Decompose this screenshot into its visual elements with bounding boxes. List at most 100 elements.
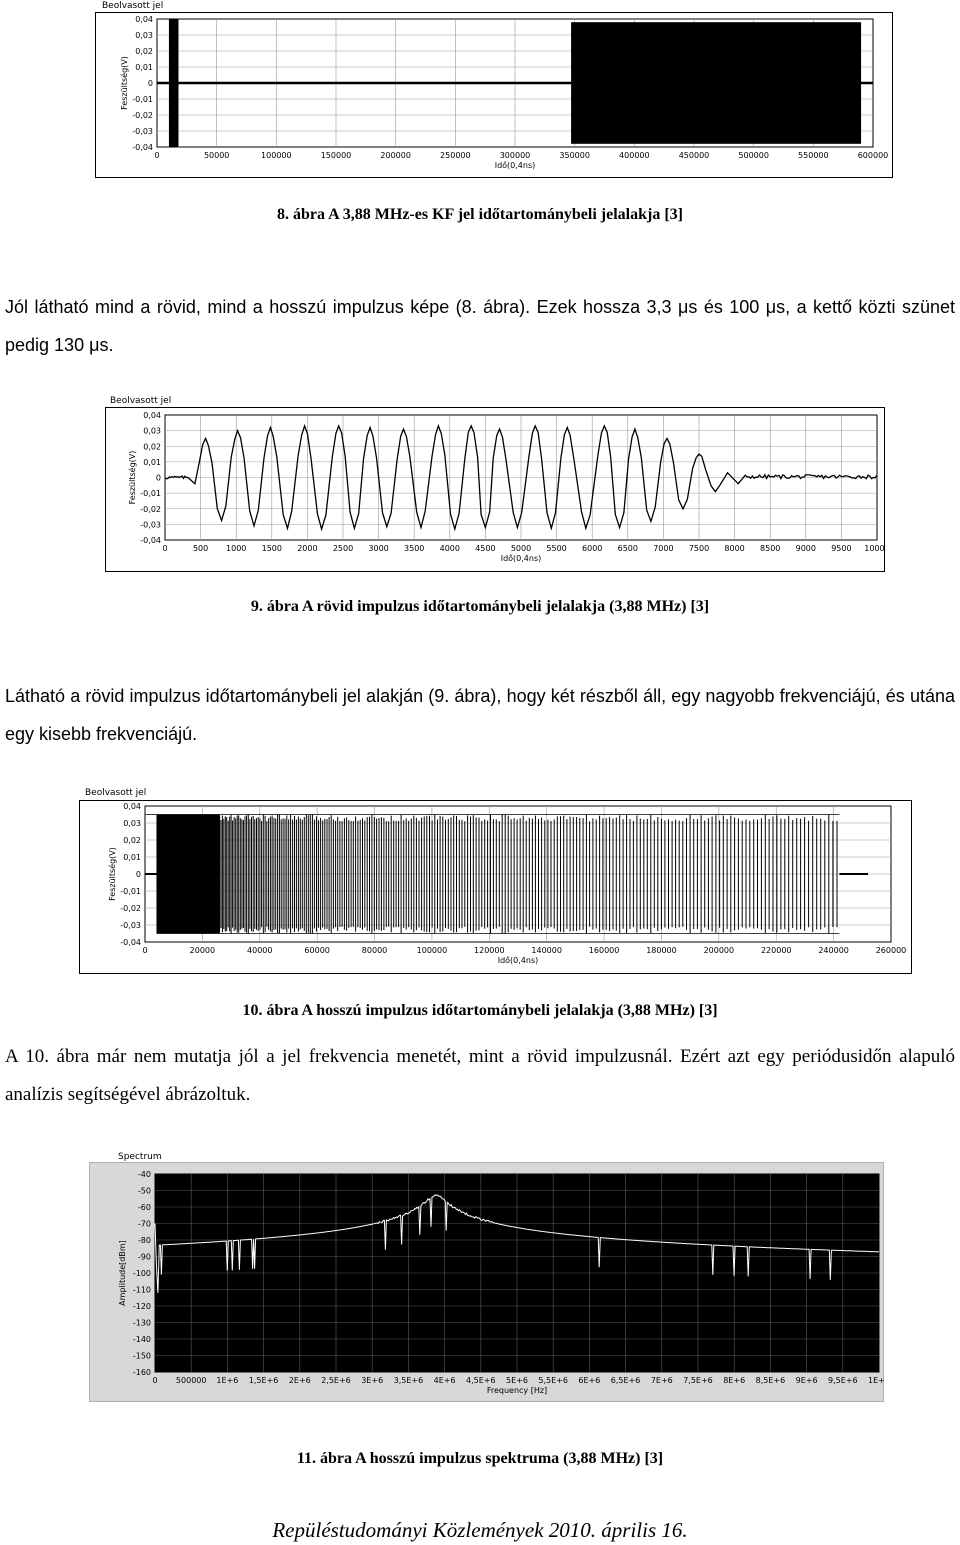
x-tick-label: 60000 [304,946,329,955]
x-tick-label: 7E+6 [651,1376,673,1385]
y-tick-label: 0,04 [135,15,153,24]
y-tick-label: 0 [156,474,161,483]
y-tick-label: -0,01 [140,489,161,498]
y-tick-label: -0,03 [140,520,161,529]
y-axis-label: Feszültség(V) [127,451,137,505]
x-tick-label: 100000 [417,946,448,955]
x-tick-label: 8000 [724,544,744,553]
y-tick-label: -0,04 [132,143,153,152]
paragraph-3: A 10. ábra már nem mutatja jól a jel fre… [5,1046,955,1105]
y-tick-label: -140 [133,1335,151,1344]
grid [155,1174,879,1372]
x-tick-label: 10000 [864,544,885,553]
x-tick-label: 200000 [380,151,411,160]
x-tick-label: 40000 [247,946,272,955]
x-tick-label: 500000 [738,151,769,160]
x-tick-label: 250000 [440,151,471,160]
y-tick-label: 0 [148,79,153,88]
x-tick-label: 8E+6 [723,1376,745,1385]
signal-dense-region [156,814,220,934]
y-tick-label: 0,01 [135,63,153,72]
y-tick-label: -0,02 [140,505,161,514]
x-tick-label: 0 [142,946,147,955]
figure-11-chart: 0 500000 1E+6 1,5E+6 2E+6 2,5E+6 3E+6 3,5E+6 4E+… [118,1170,884,1395]
x-tick-label: 160000 [589,946,620,955]
y-axis-label: Feszültség(V) [119,56,129,110]
x-tick-label: 8500 [760,544,780,553]
x-tick-label: 4500 [475,544,495,553]
x-tick-label: 2000 [297,544,317,553]
x-tick-label: 260000 [876,946,907,955]
x-tick-label: 3000 [368,544,388,553]
x-tick-label: 2E+6 [289,1376,311,1385]
x-tick-label: 0 [152,1376,157,1385]
x-tick-label: 2500 [333,544,353,553]
y-tick-label: -0,04 [120,938,141,947]
y-tick-label: 0,01 [123,853,141,862]
y-tick-label: -50 [138,1187,151,1196]
x-tick-label: 500000 [176,1376,207,1385]
x-axis-label: Idő(0,4ns) [501,554,542,563]
signal-burst-2 [571,22,862,144]
y-tick-label: 0,02 [135,47,153,56]
y-tick-label: 0,03 [135,31,153,40]
signal-burst-1 [168,19,179,147]
figure-9-caption: 9. ábra A rövid impulzus időtartománybel… [250,598,710,615]
figure-9-chart: 0 500 1000 1500 2000 2500 3000 3500 4000 4500 5000… [127,411,885,563]
x-tick-label: 4,5E+6 [466,1376,496,1385]
x-tick-label: 140000 [531,946,562,955]
x-tick-label: 450000 [679,151,710,160]
figure-10-panel-title: Beolvasott jel [85,788,147,798]
x-tick-label: 500 [193,544,208,553]
x-tick-label: 4000 [440,544,460,553]
x-tick-label: 240000 [818,946,849,955]
x-tick-label: 220000 [761,946,792,955]
y-tick-label: -0,02 [132,111,153,120]
y-tick-label: 0,04 [143,411,161,420]
figure-11-caption: 11. ábra A hosszú impulzus spektruma (3,… [296,1450,664,1467]
y-tick-label: -160 [133,1368,151,1377]
x-tick-label: 3500 [404,544,424,553]
x-tick-label: 9000 [796,544,816,553]
grid [165,415,877,540]
x-tick-label: 550000 [798,151,829,160]
figure-8-chart: 0 50000 100000 150000 200000 250000 300000 3500… [119,15,888,170]
x-tick-label: 7500 [689,544,709,553]
y-tick-label: -0,03 [132,127,153,136]
x-tick-label: 6500 [618,544,638,553]
spectrum-line [154,1194,879,1293]
y-tick-label: 0,02 [143,442,161,451]
x-tick-label: 6000 [582,544,602,553]
x-tick-label: 2,5E+6 [321,1376,351,1385]
x-tick-label: 9500 [831,544,851,553]
y-tick-label: -0,01 [120,887,141,896]
x-tick-label: 1,5E+6 [249,1376,279,1385]
x-tick-label: 180000 [646,946,677,955]
figure-8-panel-title: Beolvasott jel [102,1,164,11]
paragraph-2: Látható a rövid impulzus időtartománybel… [5,686,955,744]
figure-8-caption: 8. ábra A 3,88 MHz-es KF jel időtartomán… [276,206,683,223]
y-tick-label: -120 [133,1302,151,1311]
x-tick-label: 0 [154,151,159,160]
x-tick-label: 350000 [559,151,590,160]
y-tick-label: 0,02 [123,836,141,845]
figure-9-panel-title: Beolvasott jel [110,396,172,406]
x-tick-label: 7,5E+6 [683,1376,713,1385]
x-tick-label: 5500 [546,544,566,553]
y-tick-label: 0,03 [143,427,161,436]
figure-10-caption: 10. ábra A hosszú impulzus időtartományb… [242,1002,718,1019]
y-tick-label: -0,02 [120,904,141,913]
signal-oscillations [145,814,840,934]
x-axis-label: Idő(0,4ns) [495,161,536,170]
x-tick-label: 1000 [226,544,246,553]
x-axis-label: Frequency [Hz] [487,1386,547,1395]
x-tick-label: 4E+6 [434,1376,456,1385]
x-tick-label: 120000 [474,946,505,955]
y-tick-label: -0,03 [120,921,141,930]
y-tick-label: -60 [138,1203,151,1212]
y-tick-label: 0,03 [123,819,141,828]
x-tick-label: 100000 [261,151,292,160]
x-tick-label: 6E+6 [578,1376,600,1385]
y-tick-label: -100 [133,1269,151,1278]
y-tick-label: -0,04 [140,536,161,545]
